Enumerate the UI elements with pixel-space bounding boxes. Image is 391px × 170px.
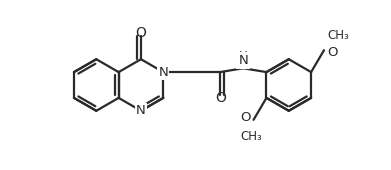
Text: H: H bbox=[239, 50, 248, 63]
Text: N: N bbox=[158, 66, 168, 79]
Text: O: O bbox=[136, 26, 146, 40]
Text: N: N bbox=[239, 54, 248, 67]
Text: N: N bbox=[136, 104, 146, 117]
Text: O: O bbox=[240, 111, 251, 124]
Text: O: O bbox=[215, 91, 226, 105]
Text: CH₃: CH₃ bbox=[241, 130, 262, 143]
Text: O: O bbox=[327, 46, 337, 59]
Text: CH₃: CH₃ bbox=[327, 29, 349, 42]
